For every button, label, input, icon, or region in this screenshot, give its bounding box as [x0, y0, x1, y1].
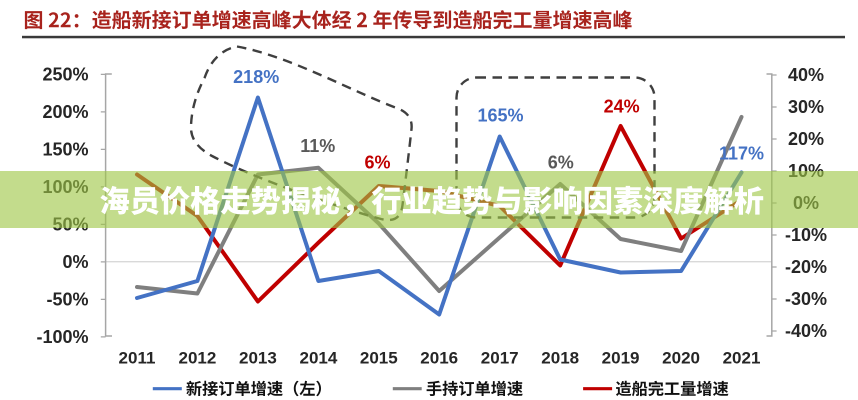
- svg-text:165%: 165%: [477, 105, 523, 125]
- svg-text:0%: 0%: [62, 252, 88, 272]
- svg-text:6%: 6%: [548, 153, 574, 173]
- svg-text:2012: 2012: [178, 349, 216, 368]
- svg-text:40%: 40%: [788, 65, 824, 85]
- svg-text:2021: 2021: [723, 349, 761, 368]
- svg-text:6%: 6%: [364, 152, 390, 172]
- svg-text:2016: 2016: [420, 349, 458, 368]
- svg-text:-10%: -10%: [785, 225, 827, 245]
- svg-text:-40%: -40%: [785, 321, 827, 341]
- svg-text:-100%: -100%: [36, 327, 88, 347]
- svg-text:2020: 2020: [662, 349, 700, 368]
- svg-text:2015: 2015: [360, 349, 398, 368]
- svg-text:2019: 2019: [602, 349, 640, 368]
- svg-text:150%: 150%: [42, 140, 88, 160]
- svg-text:250%: 250%: [42, 65, 88, 85]
- svg-text:2018: 2018: [541, 349, 579, 368]
- svg-text:-30%: -30%: [785, 289, 827, 309]
- svg-text:200%: 200%: [42, 102, 88, 122]
- svg-text:30%: 30%: [788, 97, 824, 117]
- svg-text:11%: 11%: [300, 136, 335, 156]
- svg-text:20%: 20%: [788, 129, 824, 149]
- svg-text:-50%: -50%: [46, 290, 88, 310]
- svg-text:2017: 2017: [481, 349, 519, 368]
- svg-text:218%: 218%: [233, 67, 279, 87]
- svg-text:24%: 24%: [604, 97, 640, 117]
- svg-text:2011: 2011: [119, 349, 156, 368]
- svg-text:2014: 2014: [299, 349, 337, 368]
- svg-text:117%: 117%: [719, 143, 764, 163]
- svg-text:-20%: -20%: [785, 257, 827, 277]
- svg-text:2013: 2013: [239, 349, 277, 368]
